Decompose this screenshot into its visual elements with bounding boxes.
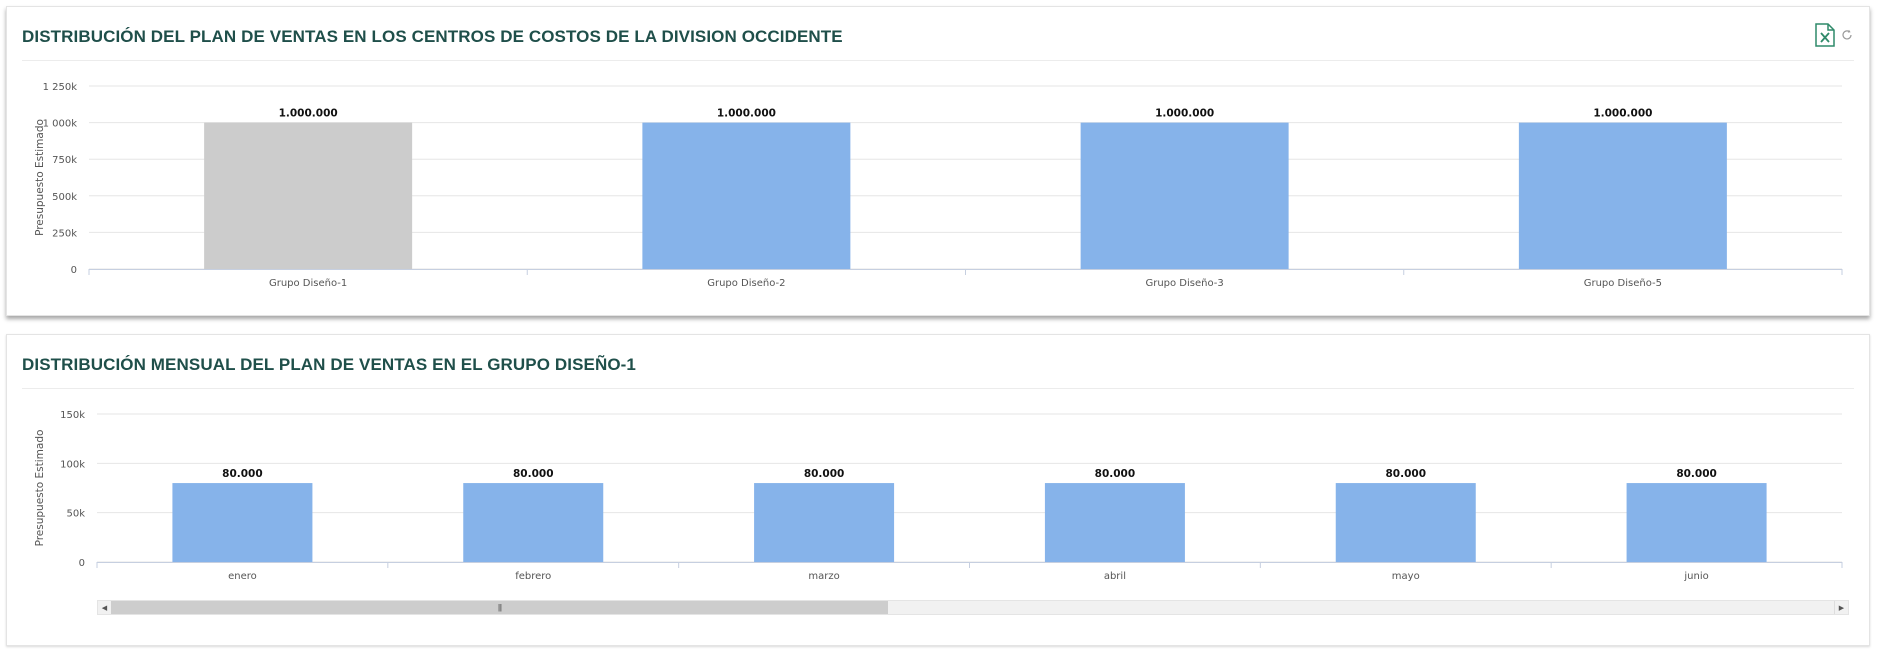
data-label: 80.000 [1095,468,1136,480]
panel-title: DISTRIBUCIÓN DEL PLAN DE VENTAS EN LOS C… [22,27,843,46]
data-label: 1.000.000 [717,108,776,120]
x-tick-label: Grupo Diseño-5 [1584,278,1662,289]
monthly-bar-chart: 0 50k 100k 150k Presupuesto Estimado 80.000 en… [34,410,1843,582]
y-tick-label: 250k [52,228,77,239]
data-label: 80.000 [1385,468,1426,480]
scroll-right-arrow-icon[interactable]: ▶ [1834,601,1848,614]
data-label: 80.000 [804,468,845,480]
monthly-distribution-panel: DISTRIBUCIÓN MENSUAL DEL PLAN DE VENTAS … [6,334,1870,646]
y-tick-label: 1 250k [43,82,78,93]
panel-title: DISTRIBUCIÓN MENSUAL DEL PLAN DE VENTAS … [22,355,636,374]
data-label: 80.000 [1676,468,1717,480]
y-tick-label: 500k [52,192,77,203]
cost-centers-panel: DISTRIBUCIÓN DEL PLAN DE VENTAS EN LOS C… [6,6,1870,316]
bar [204,122,413,269]
cost-centers-bar-chart: 0 250k 500k 750k 1 000k 1 250k Presupuesto Est… [34,82,1843,289]
bar [1518,122,1727,269]
bar [1044,483,1185,562]
y-tick-label: 100k [60,459,85,470]
refresh-icon[interactable] [1841,29,1853,41]
x-tick-label: Grupo Diseño-3 [1145,278,1223,289]
data-label: 1.000.000 [1593,108,1652,120]
bar [1080,122,1289,269]
bar [463,483,604,562]
excel-export-icon[interactable] [1815,23,1835,47]
data-label: 1.000.000 [1155,108,1214,120]
title-divider [22,388,1854,389]
scroll-left-arrow-icon[interactable]: ◀ [98,601,111,614]
y-tick-label: 0 [71,265,77,276]
chart-scrollbar[interactable]: ◀ ||| ▶ [97,600,1849,615]
y-tick-label: 750k [52,155,77,166]
data-label: 80.000 [222,468,263,480]
x-tick-label: Grupo Diseño-2 [707,278,785,289]
y-axis-label: Presupuesto Estimado [34,119,46,236]
bar [754,483,895,562]
y-tick-label: 0 [79,558,85,569]
scrollbar-thumb[interactable]: ||| [111,601,888,614]
x-tick-label: junio [1683,571,1708,582]
x-tick-label: enero [228,571,257,582]
title-divider [22,60,1854,61]
bar [1626,483,1767,562]
x-tick-label: Grupo Diseño-1 [269,278,347,289]
bar [642,122,851,269]
y-axis-label: Presupuesto Estimado [34,430,46,547]
bar [172,483,313,562]
y-tick-label: 150k [60,410,85,421]
data-label: 1.000.000 [279,108,338,120]
y-tick-label: 50k [66,509,85,520]
x-tick-label: marzo [808,571,839,582]
y-tick-label: 1 000k [43,119,78,130]
panel-toolbar [1815,21,1853,49]
data-label: 80.000 [513,468,554,480]
x-tick-label: mayo [1392,571,1420,582]
bar [1335,483,1476,562]
x-tick-label: febrero [515,571,551,582]
x-tick-label: abril [1104,571,1126,582]
